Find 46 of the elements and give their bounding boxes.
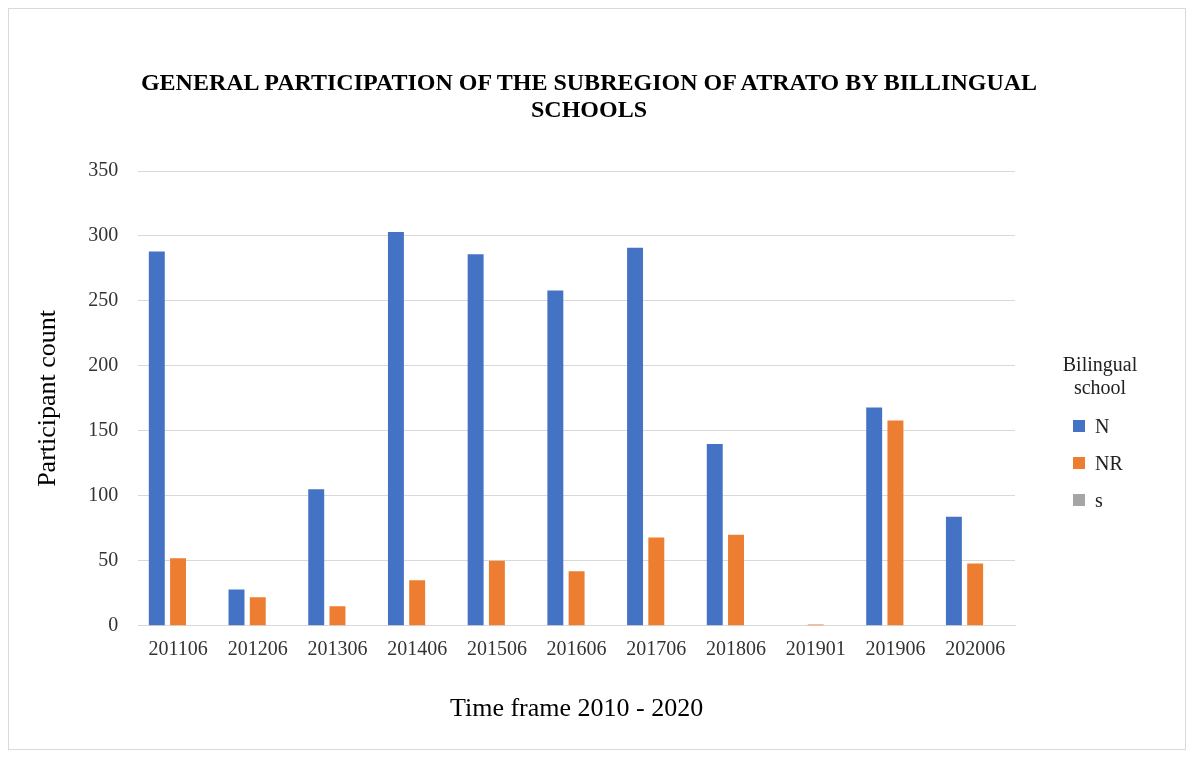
x-tick-label: 201606 bbox=[546, 637, 607, 660]
bar bbox=[148, 251, 165, 626]
bar bbox=[568, 571, 585, 626]
bar bbox=[967, 563, 984, 626]
x-tick-label: 201306 bbox=[307, 637, 368, 660]
x-tick-label: 201906 bbox=[865, 637, 926, 660]
x-tick-label: 201706 bbox=[626, 637, 687, 660]
bar bbox=[648, 537, 665, 626]
x-tick-label: 201901 bbox=[785, 637, 846, 660]
bar bbox=[467, 254, 484, 626]
chart-title: GENERAL PARTICIPATION OF THE SUBREGION OF ATRATO BY BILLINGUAL SCHOOLS bbox=[139, 69, 1039, 123]
x-tick-label: 201206 bbox=[227, 637, 288, 660]
x-tick-label: 201506 bbox=[466, 637, 527, 660]
bar bbox=[308, 489, 325, 626]
bar bbox=[627, 247, 644, 626]
y-tick-label: 100 bbox=[88, 483, 119, 506]
bar bbox=[170, 558, 187, 626]
x-tick-label: 201406 bbox=[387, 637, 448, 660]
legend-label: s bbox=[1095, 488, 1103, 512]
bar bbox=[228, 589, 245, 626]
y-tick-label: 200 bbox=[88, 353, 119, 376]
bar bbox=[249, 597, 266, 626]
x-tick-label: 201806 bbox=[706, 637, 767, 660]
bar bbox=[329, 606, 346, 626]
y-tick-label: 150 bbox=[88, 418, 119, 441]
bar bbox=[706, 443, 723, 626]
legend-label: NR bbox=[1095, 451, 1123, 475]
y-tick-label: 0 bbox=[108, 613, 119, 636]
bar bbox=[866, 407, 883, 626]
x-tick-label: 201106 bbox=[148, 637, 208, 660]
y-tick-label: 250 bbox=[88, 288, 119, 311]
y-tick-label: 50 bbox=[98, 548, 119, 571]
y-tick-label: 300 bbox=[88, 223, 119, 246]
bar bbox=[887, 420, 904, 626]
legend-title: Bilingual school bbox=[1061, 352, 1139, 399]
legend-label: N bbox=[1095, 414, 1110, 438]
y-tick-label: 350 bbox=[88, 158, 119, 181]
bar bbox=[728, 534, 744, 626]
bar bbox=[488, 560, 505, 626]
bar bbox=[409, 580, 426, 626]
bar bbox=[945, 516, 962, 626]
x-tick-label: 202006 bbox=[945, 637, 1006, 660]
y-axis-title: Participant count bbox=[32, 309, 62, 487]
bar bbox=[387, 232, 404, 626]
x-axis-title: Time frame 2010 - 2020 bbox=[449, 693, 704, 723]
bar bbox=[547, 290, 564, 626]
